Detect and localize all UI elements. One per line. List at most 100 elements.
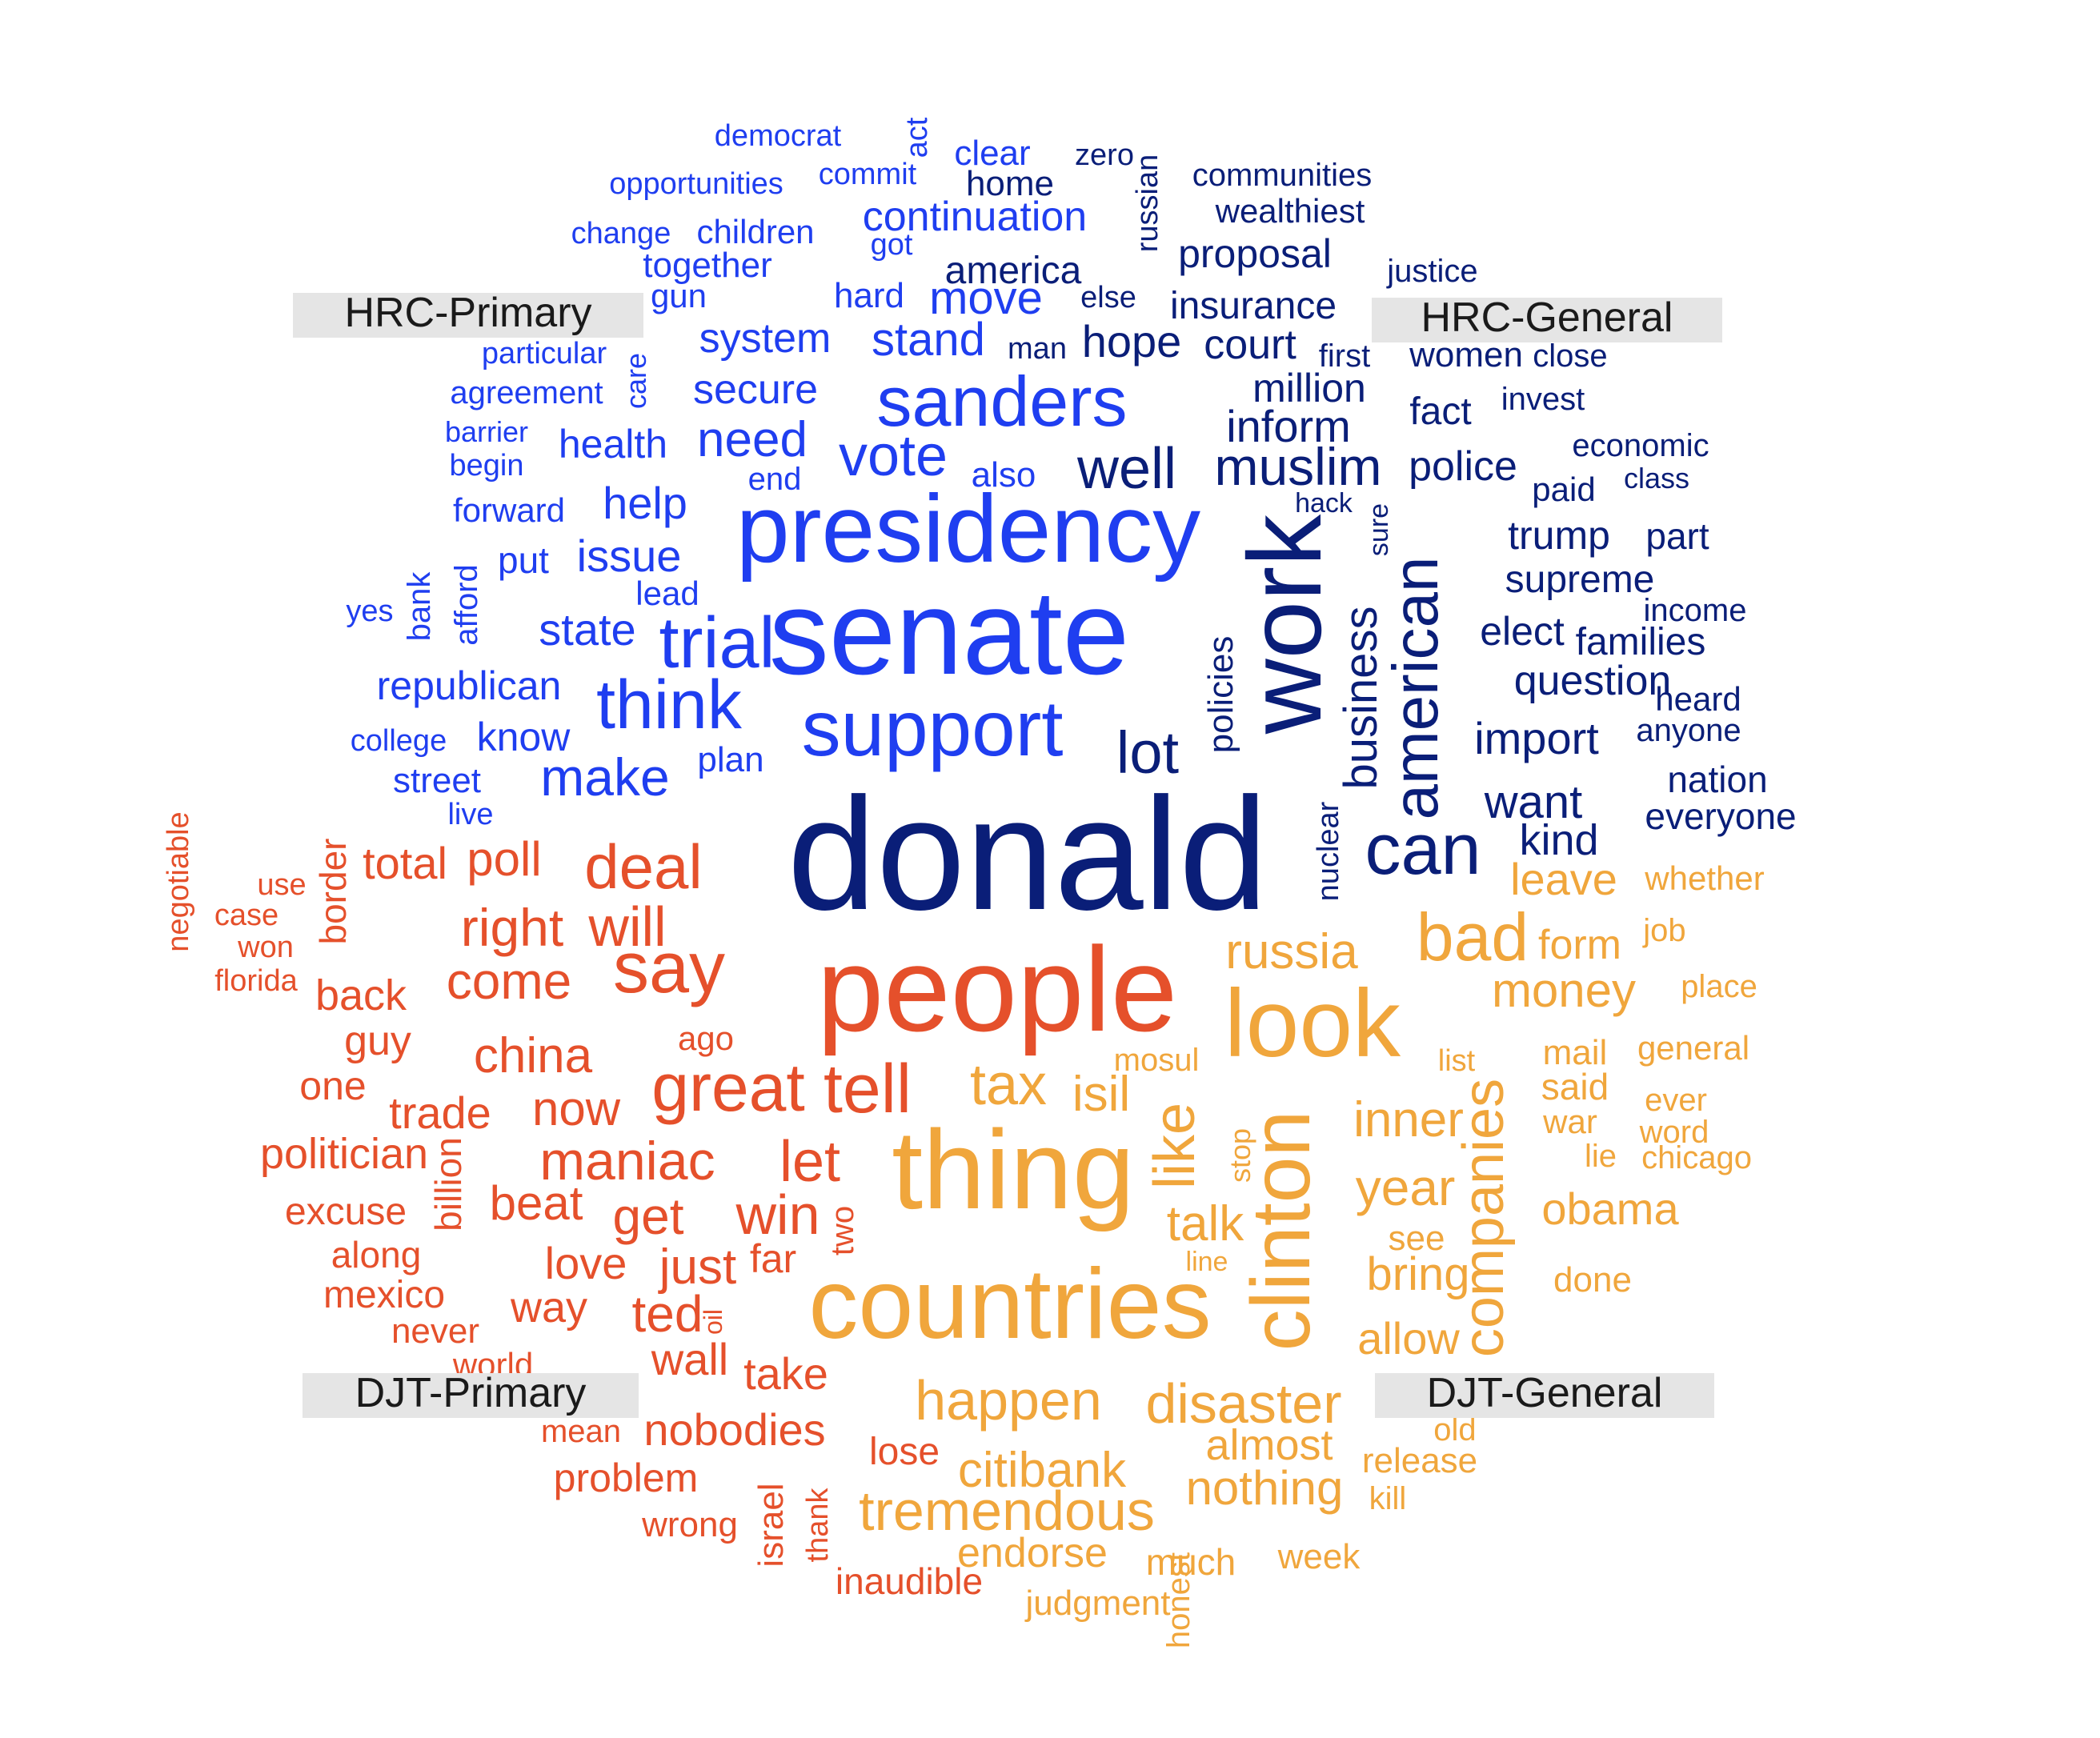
word-hrc-primary-children: children	[696, 213, 814, 250]
word-hrc-general-question: question	[1514, 658, 1672, 704]
word-djt-general-lie: lie	[1585, 1139, 1617, 1174]
word-hrc-primary-republican: republican	[377, 663, 562, 708]
word-hrc-primary-plan: plan	[697, 740, 763, 779]
word-hrc-general-heard: heard	[1655, 680, 1741, 718]
word-hrc-primary-health: health	[559, 422, 667, 467]
word-djt-general-tax: tax	[970, 1053, 1047, 1117]
word-hrc-general-everyone: everyone	[1645, 795, 1796, 837]
word-hrc-primary-college: college	[351, 724, 447, 758]
word-djt-primary-right: right	[461, 898, 563, 957]
word-hrc-primary-agreement: agreement	[450, 375, 603, 410]
word-hrc-general-import: import	[1474, 713, 1599, 763]
word-hrc-primary-sanders: sanders	[876, 362, 1127, 441]
word-djt-general-done: done	[1553, 1260, 1632, 1299]
quadrant-label-hrc-primary: HRC-Primary	[293, 290, 643, 338]
word-djt-primary-beat: beat	[490, 1176, 583, 1230]
word-djt-general-general: general	[1637, 1029, 1749, 1067]
word-djt-general-endorse: endorse	[957, 1530, 1108, 1576]
word-djt-primary-way: way	[510, 1283, 587, 1332]
word-hrc-general-invest: invest	[1501, 382, 1585, 417]
word-djt-primary-politician: politician	[260, 1130, 428, 1178]
word-djt-primary-come: come	[447, 952, 572, 1010]
word-djt-general-bad: bad	[1417, 899, 1529, 975]
word-hrc-primary-lead: lead	[635, 575, 699, 612]
word-hrc-primary-stand: stand	[872, 314, 985, 366]
word-hrc-general-home: home	[966, 164, 1054, 203]
word-hrc-primary-bank: bank	[402, 571, 437, 642]
quadrant-label-hrc-general-box	[1372, 298, 1722, 342]
word-djt-primary-problem: problem	[554, 1456, 699, 1500]
word-hrc-general-court: court	[1204, 322, 1296, 368]
word-djt-primary-just: just	[658, 1239, 736, 1295]
word-hrc-general-sure: sure	[1364, 503, 1394, 556]
word-hrc-primary-know: know	[477, 715, 571, 759]
word-djt-primary-china: china	[474, 1028, 593, 1083]
word-hrc-general-american: american	[1380, 556, 1451, 819]
word-hrc-general-man: man	[1008, 332, 1067, 366]
word-djt-primary-take: take	[743, 1348, 828, 1399]
word-hrc-general-first: first	[1319, 338, 1370, 374]
word-hrc-primary-support: support	[802, 684, 1064, 772]
word-djt-primary-lose: lose	[869, 1431, 940, 1473]
quadrant-label-hrc-primary-text: HRC-Primary	[344, 290, 591, 336]
word-hrc-general-hope: hope	[1082, 316, 1182, 366]
word-hrc-primary-hard: hard	[834, 276, 904, 315]
word-djt-general-old: old	[1433, 1412, 1476, 1448]
word-hrc-primary-secure: secure	[693, 366, 818, 413]
word-djt-general-much: much	[1146, 1541, 1236, 1583]
word-djt-general-inner: inner	[1353, 1092, 1464, 1147]
word-djt-primary-negotiable: negotiable	[162, 811, 195, 951]
word-hrc-general-russian: russian	[1131, 154, 1164, 253]
word-hrc-general-supreme: supreme	[1505, 559, 1655, 601]
word-hrc-general-fact: fact	[1409, 390, 1471, 433]
word-djt-primary-case: case	[214, 899, 279, 932]
word-djt-primary-deal: deal	[584, 831, 702, 902]
word-hrc-primary-barrier: barrier	[445, 415, 528, 448]
word-djt-general-ever: ever	[1645, 1083, 1707, 1118]
word-hrc-general-well: well	[1076, 437, 1176, 501]
word-djt-general-mosul: mosul	[1114, 1043, 1200, 1078]
word-hrc-general-part: part	[1645, 515, 1709, 557]
word-hrc-primary-gun: gun	[651, 277, 707, 314]
word-hrc-general-economic: economic	[1572, 428, 1709, 463]
word-djt-general-talk: talk	[1167, 1196, 1244, 1251]
word-hrc-primary-afford: afford	[449, 564, 484, 646]
word-hrc-primary-put: put	[498, 539, 549, 581]
word-djt-primary-israel: israel	[751, 1483, 791, 1567]
word-hrc-primary-commit: commit	[819, 158, 917, 191]
word-hrc-primary-care: care	[619, 353, 652, 409]
word-hrc-primary-need: need	[697, 412, 808, 467]
word-djt-general-word: word	[1639, 1115, 1709, 1150]
word-djt-general-almost: almost	[1205, 1421, 1333, 1469]
word-djt-primary-people: people	[817, 922, 1177, 1056]
word-djt-general-year: year	[1356, 1159, 1456, 1216]
word-djt-general-citibank: citibank	[958, 1443, 1127, 1498]
word-hrc-primary-together: together	[643, 246, 771, 285]
word-djt-primary-oil: oil	[699, 1309, 727, 1335]
word-djt-primary-florida: florida	[214, 964, 298, 998]
word-hrc-general-justice: justice	[1386, 254, 1477, 289]
word-hrc-primary-particular: particular	[482, 337, 607, 370]
word-djt-general-russia: russia	[1225, 924, 1358, 979]
quadrant-label-djt-primary-box	[303, 1373, 639, 1418]
word-djt-primary-guy: guy	[344, 1018, 411, 1064]
quadrant-label-djt-general-box	[1375, 1373, 1714, 1418]
word-hrc-general-police: police	[1409, 443, 1517, 490]
word-djt-general-war: war	[1542, 1103, 1597, 1140]
word-djt-general-judgment: judgment	[1024, 1584, 1170, 1623]
word-hrc-general-lot: lot	[1116, 719, 1180, 786]
word-hrc-primary-issue: issue	[577, 531, 682, 581]
word-djt-general-line: line	[1186, 1247, 1228, 1277]
word-hrc-primary-yes: yes	[346, 595, 393, 628]
word-hrc-general-kind: kind	[1519, 816, 1598, 864]
word-hrc-primary-help: help	[603, 478, 687, 528]
word-djt-general-tremendous: tremendous	[859, 1480, 1155, 1542]
quadrant-label-hrc-primary-box	[293, 293, 643, 338]
word-djt-general-said: said	[1541, 1066, 1609, 1107]
word-djt-general-nothing: nothing	[1186, 1461, 1344, 1515]
word-djt-general-bring: bring	[1367, 1248, 1470, 1300]
quadrant-label-hrc-general: HRC-General	[1372, 294, 1722, 342]
word-hrc-general-proposal: proposal	[1178, 231, 1332, 276]
word-djt-general-place: place	[1681, 969, 1757, 1004]
word-djt-general-happen: happen	[915, 1369, 1102, 1432]
